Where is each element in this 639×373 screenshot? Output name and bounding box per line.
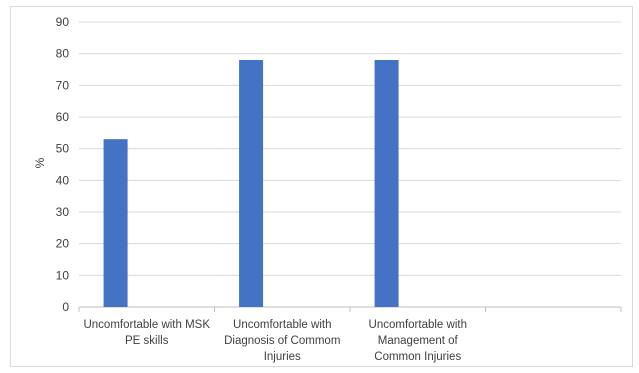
y-tick-label: 30 bbox=[56, 205, 70, 219]
bar bbox=[103, 139, 128, 307]
y-tick-label: 40 bbox=[56, 173, 70, 187]
x-category-label: Management of bbox=[378, 335, 459, 347]
x-category-label: PE skills bbox=[125, 335, 169, 347]
bar bbox=[239, 60, 264, 307]
y-tick-label: 20 bbox=[56, 237, 70, 251]
y-tick-label: 60 bbox=[56, 110, 70, 124]
y-tick-label: 70 bbox=[56, 78, 70, 92]
x-category-label: Common Injuries bbox=[374, 351, 461, 363]
y-axis-label: % bbox=[33, 157, 47, 168]
y-tick-label: 80 bbox=[56, 47, 70, 61]
bar bbox=[374, 60, 399, 307]
x-category-label: Uncomfortable with bbox=[233, 319, 331, 331]
x-category-label: Uncomfortable with MSK bbox=[83, 319, 210, 331]
y-tick-label: 90 bbox=[56, 15, 70, 29]
x-category-label: Diagnosis of Commom bbox=[224, 335, 340, 347]
x-category-label: Uncomfortable with bbox=[369, 319, 467, 331]
y-tick-label: 0 bbox=[62, 300, 69, 314]
y-tick-label: 10 bbox=[56, 268, 70, 282]
x-category-label: Injuries bbox=[264, 351, 301, 363]
y-tick-label: 50 bbox=[56, 142, 70, 156]
